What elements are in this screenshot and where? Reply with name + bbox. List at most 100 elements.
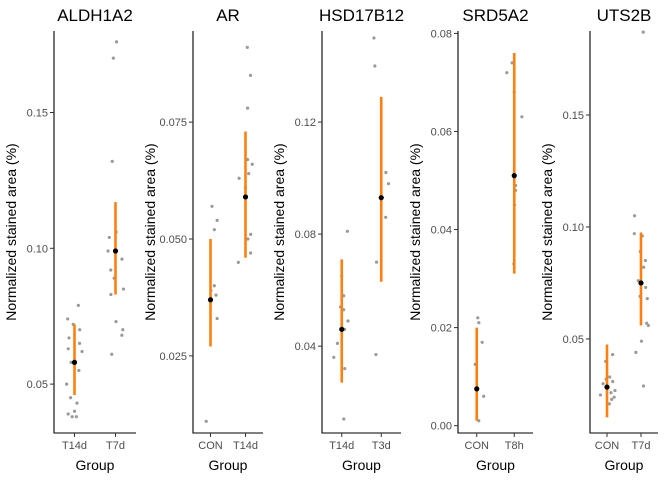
y-tick-label: 0.02 — [431, 323, 452, 335]
y-tick-label: 0.08 — [431, 28, 452, 40]
x-tick-label: T14d — [62, 440, 87, 452]
data-point — [212, 228, 216, 232]
y-axis-title: Normalized stained area (%) — [407, 143, 423, 320]
data-point — [642, 265, 646, 269]
mean-point — [378, 195, 384, 201]
data-point — [249, 232, 253, 236]
y-tick-label: 0.075 — [159, 117, 187, 129]
panel-uts2b: UTS2B 0.05 0.10 0.15 CON T7d Group Normalized s… — [539, 6, 658, 473]
y-axis-title: Normalized stained area (%) — [142, 143, 158, 320]
y-tick-label: 0.15 — [563, 110, 584, 122]
data-point — [480, 340, 484, 344]
data-point — [106, 249, 110, 253]
data-point — [66, 347, 70, 351]
data-point — [384, 215, 388, 219]
panel-title: SRD5A2 — [462, 6, 528, 25]
panel-aldh1a2: ALDH1A2 0.05 0.10 0.15 T14d T7d Group Normalize… — [3, 6, 136, 473]
data-point — [111, 56, 115, 60]
panel-title: HSD17B12 — [319, 6, 404, 25]
panel-title: UTS2B — [597, 6, 652, 25]
y-tick-label: 0.08 — [295, 229, 316, 241]
x-tick-label: T7d — [106, 440, 125, 452]
data-point — [609, 391, 613, 395]
data-point — [69, 360, 73, 364]
mean-point — [242, 194, 249, 200]
data-point — [214, 293, 218, 297]
data-point — [249, 251, 253, 255]
data-point — [611, 379, 615, 384]
data-point — [121, 328, 125, 332]
mean-point — [474, 386, 480, 392]
data-point — [246, 106, 250, 110]
y-axis-title: Normalized stained area (%) — [271, 143, 287, 320]
data-point — [120, 257, 124, 261]
x-tick-label: T8h — [505, 440, 524, 452]
data-point — [610, 397, 614, 402]
panel-title: AR — [216, 6, 240, 25]
x-tick-label: CON — [465, 440, 490, 452]
data-point — [110, 352, 114, 356]
data-point — [215, 218, 219, 222]
data-point — [237, 176, 241, 180]
data-point — [114, 320, 118, 324]
data-point — [74, 415, 78, 419]
data-point — [644, 285, 648, 290]
data-point — [75, 401, 79, 405]
data-point — [611, 353, 615, 357]
data-point — [643, 258, 647, 263]
data-point — [343, 366, 347, 371]
data-point — [373, 64, 377, 68]
data-point — [110, 159, 114, 163]
panel-title: ALDH1A2 — [57, 6, 133, 25]
data-point — [210, 204, 214, 208]
y-tick-label: 0.15 — [27, 107, 48, 119]
y-tick-label: 0.00 — [431, 421, 452, 433]
data-point — [66, 412, 70, 416]
data-point — [374, 260, 379, 264]
y-axis-title: Normalized stained area (%) — [3, 143, 19, 320]
data-point — [107, 235, 111, 240]
y-tick-label: 0.05 — [563, 334, 584, 346]
data-point — [641, 384, 646, 388]
data-point — [520, 115, 524, 119]
data-point — [608, 375, 612, 379]
y-tick-label: 0.06 — [431, 127, 452, 139]
x-axis-title: Group — [342, 457, 381, 473]
data-point — [66, 317, 70, 321]
x-axis-title: Group — [605, 457, 644, 473]
data-point — [598, 393, 603, 397]
y-tick-label: 0.10 — [563, 222, 584, 234]
y-tick-label: 0.10 — [27, 243, 48, 255]
y-tick-label: 0.04 — [295, 341, 316, 353]
data-point — [372, 36, 376, 40]
data-point — [346, 319, 350, 323]
data-point — [72, 409, 77, 413]
data-point — [384, 170, 388, 175]
data-point — [204, 419, 208, 423]
data-point — [250, 162, 254, 166]
panel-hsd17b12: HSD17B12 0.04 0.08 0.12 T14d T3d Group Normaliz… — [271, 6, 404, 473]
data-point — [477, 321, 481, 325]
x-axis-title: Group — [476, 457, 515, 473]
data-point — [335, 341, 340, 345]
data-point — [69, 396, 73, 400]
data-point — [121, 287, 126, 291]
data-point — [386, 182, 391, 186]
mean-point — [511, 173, 517, 179]
data-point — [505, 71, 509, 75]
data-point — [77, 368, 81, 373]
mean-point — [71, 359, 78, 365]
data-point — [246, 237, 250, 241]
data-point — [247, 171, 251, 176]
data-point — [76, 303, 80, 307]
data-point — [646, 323, 650, 328]
data-point — [645, 297, 649, 301]
data-point — [109, 268, 113, 272]
mean-point — [112, 248, 119, 254]
data-point — [245, 45, 249, 49]
data-point — [65, 382, 69, 386]
data-point — [607, 402, 611, 406]
x-axis-title: Group — [209, 457, 248, 473]
data-point — [632, 214, 637, 218]
